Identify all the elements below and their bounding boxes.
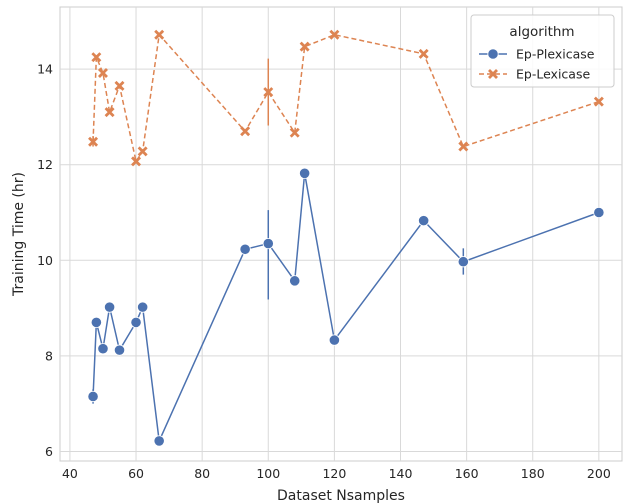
series-ep-lexicase bbox=[88, 29, 604, 167]
data-point bbox=[240, 126, 251, 137]
legend-item: Ep-Lexicase bbox=[479, 67, 590, 82]
data-point bbox=[593, 206, 605, 219]
legend-marker bbox=[488, 69, 498, 79]
x-tick-label: 80 bbox=[194, 466, 210, 481]
legend: algorithm Ep-Plexicase Ep-Lexicase bbox=[470, 14, 615, 88]
y-tick-label: 10 bbox=[37, 253, 53, 268]
legend-box bbox=[470, 14, 615, 88]
legend-label: Ep-Lexicase bbox=[516, 67, 590, 82]
data-point bbox=[137, 146, 148, 157]
data-point bbox=[263, 87, 274, 98]
x-axis-label: Dataset Nsamples bbox=[277, 488, 405, 504]
data-point bbox=[593, 96, 604, 107]
data-point bbox=[130, 316, 142, 329]
x-tick-label: 60 bbox=[128, 466, 144, 481]
y-tick-label: 6 bbox=[45, 444, 53, 459]
data-point bbox=[91, 52, 102, 63]
x-tick-label: 200 bbox=[587, 466, 611, 481]
legend-marker bbox=[487, 48, 499, 60]
data-point bbox=[262, 237, 274, 250]
x-tick-labels: 40 60 80 100 120 140 160 180 200 bbox=[62, 466, 611, 481]
data-point bbox=[97, 67, 108, 78]
data-point bbox=[329, 29, 340, 40]
data-point bbox=[299, 167, 311, 179]
data-point bbox=[418, 48, 429, 59]
y-axis-label: Training Time (hr) bbox=[11, 172, 27, 297]
series-ep-plexicase bbox=[87, 167, 605, 447]
y-tick-label: 12 bbox=[37, 157, 53, 172]
series-line bbox=[92, 33, 600, 164]
legend-title: algorithm bbox=[509, 24, 574, 40]
legend-label: Ep-Plexicase bbox=[516, 47, 595, 62]
data-point bbox=[103, 301, 116, 313]
x-tick-label: 40 bbox=[62, 466, 78, 481]
data-point bbox=[137, 301, 149, 313]
series-line bbox=[92, 173, 600, 444]
y-tick-labels: 6 8 10 12 14 bbox=[37, 62, 53, 459]
x-tick-label: 160 bbox=[455, 466, 479, 481]
data-point bbox=[328, 334, 340, 346]
data-point bbox=[104, 107, 115, 118]
x-tick-label: 180 bbox=[521, 466, 545, 481]
x-tick-label: 140 bbox=[389, 466, 413, 481]
data-point bbox=[458, 141, 469, 152]
x-tick-label: 120 bbox=[322, 466, 346, 481]
data-point bbox=[131, 156, 142, 167]
data-point bbox=[289, 127, 300, 138]
data-point bbox=[113, 344, 126, 356]
y-tick-label: 8 bbox=[45, 348, 53, 363]
x-tick-label: 100 bbox=[256, 466, 280, 481]
legend-items: Ep-Plexicase Ep-Lexicase bbox=[479, 47, 595, 82]
data-point bbox=[87, 390, 99, 403]
data-point bbox=[299, 41, 310, 52]
data-point bbox=[114, 80, 125, 91]
data-point bbox=[88, 136, 99, 147]
series-group bbox=[87, 29, 605, 447]
data-point bbox=[90, 316, 102, 329]
legend-item: Ep-Plexicase bbox=[479, 47, 595, 62]
data-point bbox=[154, 29, 165, 40]
y-tick-label: 14 bbox=[37, 62, 53, 77]
data-point bbox=[289, 275, 301, 287]
data-point bbox=[418, 215, 430, 227]
data-point bbox=[153, 435, 165, 447]
data-point bbox=[239, 243, 251, 255]
data-point bbox=[457, 256, 469, 268]
data-point bbox=[97, 343, 109, 355]
